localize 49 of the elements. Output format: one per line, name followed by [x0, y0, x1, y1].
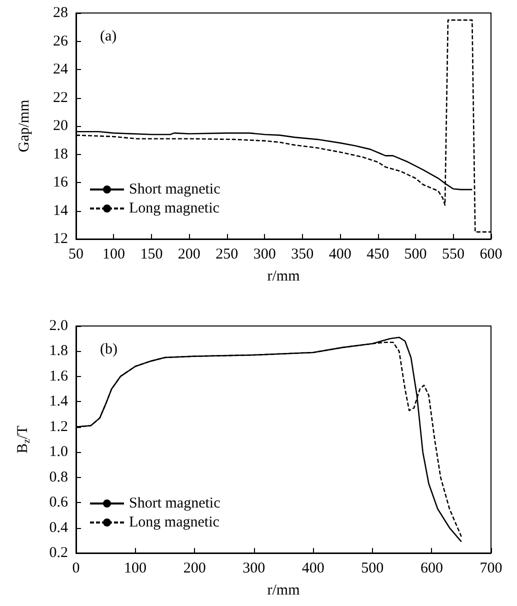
- x-tick-label: 100: [102, 246, 125, 262]
- y-tick-label: 1.2: [49, 418, 68, 435]
- y-tick-label: 16: [53, 174, 68, 190]
- x-tick-label: 250: [216, 246, 238, 262]
- x-tick-label: 50: [68, 246, 84, 262]
- y-tick-label: 0.4: [49, 520, 68, 536]
- x-tick-label: 150: [140, 246, 163, 262]
- x-tick-label: 400: [302, 560, 324, 576]
- legend-label: Long magnetic: [129, 200, 220, 216]
- x-tick-label: 0: [72, 560, 80, 576]
- y-tick-label: 20: [53, 118, 68, 134]
- annotation: (b): [100, 342, 118, 358]
- y-tick-label: 14: [53, 202, 68, 219]
- x-tick-label: 300: [242, 560, 266, 576]
- x-tick-label: 100: [124, 560, 147, 576]
- x-axis-title: r/mm: [267, 268, 300, 284]
- y-tick-label: 0.8: [49, 469, 68, 486]
- y-axis-title: Bz/T: [15, 426, 32, 454]
- x-tick-label: 500: [361, 560, 384, 576]
- y-tick-label: 1.0: [49, 444, 68, 460]
- y-tick-label: 26: [53, 33, 68, 50]
- x-tick-label: 450: [366, 246, 390, 262]
- x-tick-label: 700: [480, 560, 502, 576]
- legend-label: Long magnetic: [129, 514, 220, 530]
- x-tick-label: 600: [480, 246, 502, 262]
- y-tick-label: 12: [53, 231, 68, 247]
- annotation: (a): [100, 28, 117, 44]
- y-tick-label: 0.6: [49, 494, 68, 511]
- x-tick-label: 350: [291, 246, 314, 262]
- y-tick-label: 22: [53, 90, 68, 106]
- x-tick-label: 200: [178, 246, 200, 262]
- y-tick-label: 28: [53, 5, 68, 21]
- x-tick-label: 500: [404, 246, 427, 262]
- y-tick-label: 1.6: [49, 368, 68, 384]
- legend-label: Short magnetic: [129, 496, 221, 512]
- y-tick-label: 1.4: [49, 394, 68, 410]
- y-tick-label: 18: [53, 146, 68, 162]
- y-tick-label: 24: [53, 62, 68, 78]
- y-tick-label: 0.2: [49, 545, 68, 561]
- y-tick-label: 2.0: [49, 318, 68, 334]
- y-tick-label: 1.8: [49, 343, 68, 360]
- x-tick-label: 400: [328, 246, 352, 262]
- x-tick-label: 550: [442, 246, 465, 262]
- x-axis-title: r/mm: [267, 582, 300, 598]
- x-tick-label: 600: [420, 560, 443, 576]
- y-axis-title: Gap/mm: [16, 99, 32, 152]
- legend-label: Short magnetic: [129, 182, 221, 198]
- x-tick-label: 300: [253, 246, 276, 262]
- x-tick-label: 200: [183, 560, 206, 576]
